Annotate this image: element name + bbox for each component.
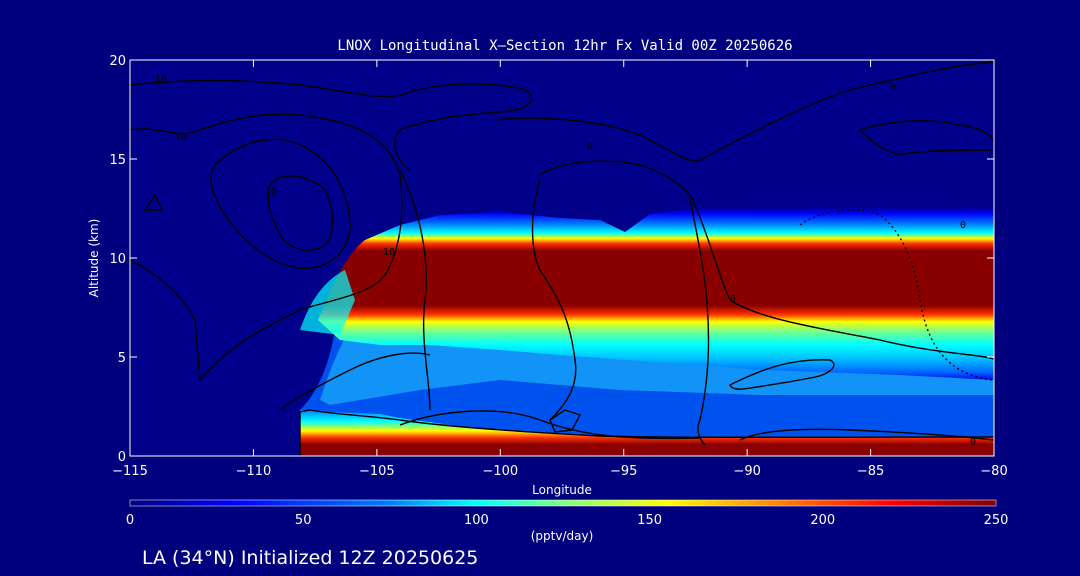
contour-mid-1 bbox=[539, 160, 994, 361]
x-tick-label: −100 bbox=[482, 464, 518, 479]
x-tick-label: −95 bbox=[610, 464, 637, 479]
contour-lines bbox=[130, 61, 994, 456]
x-axis-label: Longitude bbox=[532, 483, 592, 497]
contour-low-1 bbox=[279, 352, 431, 411]
surface-band bbox=[300, 410, 994, 456]
contour-mid-4 bbox=[689, 199, 710, 446]
y-tick-label: 10 bbox=[109, 252, 126, 267]
colorbar-tick-label: 200 bbox=[810, 513, 835, 528]
contour-label: 0 bbox=[890, 82, 896, 93]
colorbar-tick-label: 50 bbox=[295, 513, 312, 528]
x-tick-label: −115 bbox=[112, 464, 148, 479]
contour-label: 0 bbox=[730, 294, 736, 305]
x-axis-ticks: −115 −110 −105 −100 −95 −90 −85 −80 bbox=[112, 60, 1008, 479]
upper-band bbox=[318, 203, 994, 380]
contour-10-outer bbox=[130, 113, 403, 382]
contour-label: 10 bbox=[265, 187, 277, 198]
contour-low-3 bbox=[739, 428, 994, 441]
contour-small-1 bbox=[549, 409, 582, 433]
y-tick-label: 5 bbox=[118, 351, 126, 366]
terrain-mask bbox=[130, 60, 300, 456]
contour-terrain-edge bbox=[299, 409, 994, 456]
contour-label: 10 bbox=[383, 247, 395, 258]
colorbar-tick-label: 0 bbox=[126, 513, 134, 528]
contour-top-1 bbox=[130, 79, 533, 171]
x-tick-label: −85 bbox=[857, 464, 884, 479]
colorbar-tick-label: 150 bbox=[637, 513, 662, 528]
contour-label: 10 bbox=[155, 74, 167, 85]
x-tick-label: −90 bbox=[733, 464, 760, 479]
x-tick-label: −105 bbox=[359, 464, 395, 479]
y-axis-ticks: 0 5 10 15 20 bbox=[109, 54, 994, 465]
contour-left-small bbox=[143, 193, 164, 211]
contour-top-2 bbox=[494, 61, 994, 162]
chart-title: LNOX Longitudinal X–Section 12hr Fx Vali… bbox=[337, 38, 792, 54]
colorbar-units: (pptv/day) bbox=[531, 529, 594, 543]
x-tick-label: −80 bbox=[980, 464, 1007, 479]
x-tick-label: −110 bbox=[236, 464, 272, 479]
colorbar-ticks: 0 50 100 150 200 250 bbox=[126, 513, 1009, 528]
plot-field: 10 10 10 10 0 0 0 0 0 0 bbox=[130, 60, 994, 465]
contour-label: 0 bbox=[740, 454, 746, 465]
colorbar-tick-label: 100 bbox=[464, 513, 489, 528]
y-tick-label: 0 bbox=[118, 450, 126, 465]
y-tick-label: 15 bbox=[109, 153, 126, 168]
contour-mid-3 bbox=[399, 169, 431, 411]
contour-right-2 bbox=[729, 359, 835, 390]
contour-label: 10 bbox=[175, 132, 187, 143]
subtitle: LA (34°N) Initialized 12Z 20250625 bbox=[142, 547, 478, 569]
contour-labels: 10 10 10 10 0 0 0 0 0 0 bbox=[155, 74, 976, 465]
y-axis-label: Altitude (km) bbox=[87, 219, 101, 298]
colorbar-tick-label: 250 bbox=[984, 513, 1009, 528]
colorbar bbox=[129, 499, 997, 507]
contour-mid-2 bbox=[531, 179, 577, 421]
contour-label: 0 bbox=[587, 142, 593, 153]
contour-10-inner bbox=[210, 138, 351, 269]
contour-label: 0 bbox=[960, 220, 966, 231]
contour-10-core bbox=[267, 175, 334, 251]
y-tick-label: 20 bbox=[109, 54, 126, 69]
contour-label: 0 bbox=[970, 437, 976, 448]
contour-low-2 bbox=[399, 410, 701, 440]
